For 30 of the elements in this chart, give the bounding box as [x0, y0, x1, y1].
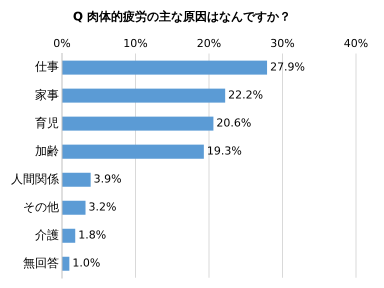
- y-tick-label: 育児: [35, 116, 59, 130]
- y-tick-label: 介護: [35, 228, 59, 242]
- x-tick-label: 30%: [270, 36, 295, 50]
- data-label: 22.2%: [228, 88, 264, 102]
- bar: [62, 228, 76, 243]
- data-label: 3.9%: [94, 172, 122, 186]
- data-label: 19.3%: [206, 144, 242, 158]
- data-label: 3.2%: [88, 200, 116, 214]
- data-label: 1.8%: [78, 228, 106, 242]
- bar: [62, 144, 204, 159]
- bar: [62, 172, 91, 187]
- y-tick-label: 無回答: [23, 256, 59, 270]
- bar: [62, 60, 268, 75]
- y-tick-label: 加齢: [35, 144, 59, 158]
- bar: [62, 116, 214, 131]
- x-tick-label: 10%: [123, 36, 148, 50]
- data-label: 1.0%: [72, 256, 100, 270]
- x-tick-label: 0%: [53, 36, 71, 50]
- chart-title: Q 肉体的疲労の主な原因はなんですか？: [72, 9, 292, 24]
- data-label: 20.6%: [216, 116, 252, 130]
- y-tick-label: 仕事: [34, 60, 59, 74]
- bar: [62, 200, 86, 215]
- y-tick-label: 人間関係: [11, 172, 59, 186]
- bar: [62, 88, 226, 103]
- y-tick-label: その他: [23, 200, 59, 214]
- x-tick-label: 40%: [344, 36, 368, 50]
- y-tick-label: 家事: [35, 88, 59, 102]
- bar: [62, 256, 70, 271]
- data-label: 27.9%: [270, 60, 306, 74]
- x-tick-label: 20%: [196, 36, 222, 50]
